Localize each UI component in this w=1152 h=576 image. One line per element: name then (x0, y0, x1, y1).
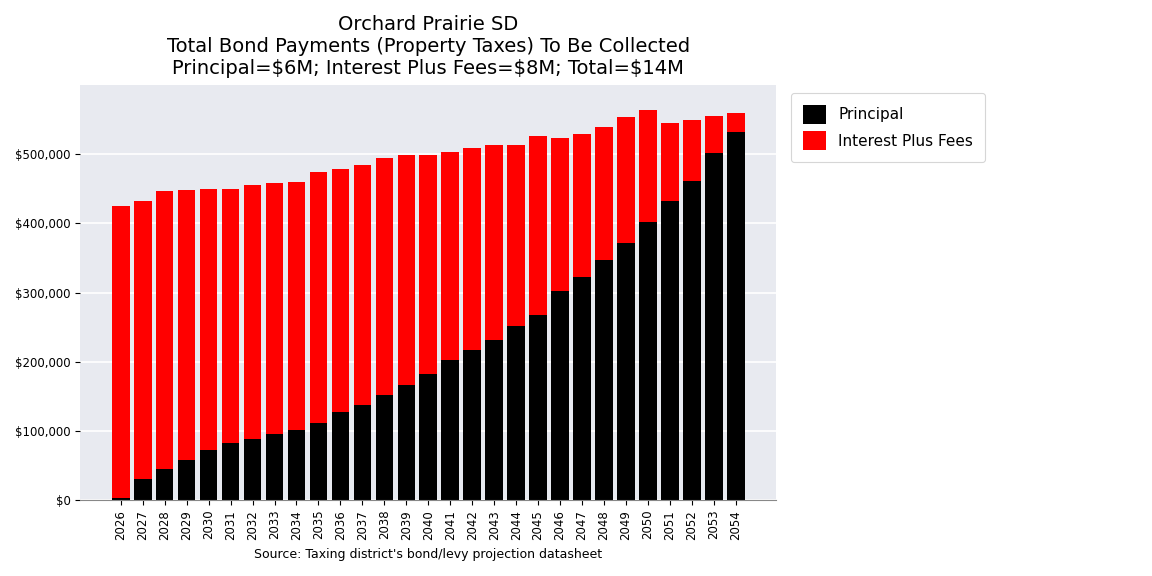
Bar (156, 469, 174, 500)
Bar (529, 314, 547, 500)
Bar (112, 206, 129, 498)
Bar (134, 479, 152, 500)
Bar (244, 185, 262, 439)
Bar (441, 151, 458, 361)
Bar (661, 123, 679, 201)
Bar (266, 434, 283, 500)
Bar (529, 137, 547, 314)
Bar (507, 326, 525, 500)
Bar (222, 189, 240, 444)
Bar (552, 291, 569, 500)
Legend: Principal, Interest Plus Fees: Principal, Interest Plus Fees (790, 93, 985, 162)
Bar (354, 165, 371, 404)
Bar (485, 145, 503, 340)
Bar (596, 127, 613, 260)
Bar (727, 113, 744, 132)
Title: Orchard Prairie SD
Total Bond Payments (Property Taxes) To Be Collected
Principa: Orchard Prairie SD Total Bond Payments (… (167, 15, 690, 78)
Bar (310, 423, 327, 500)
Bar (332, 169, 349, 412)
Bar (507, 145, 525, 326)
Bar (727, 132, 744, 500)
Bar (376, 158, 393, 395)
Bar (705, 116, 722, 153)
Bar (244, 439, 262, 500)
Bar (266, 183, 283, 434)
Bar (156, 191, 174, 469)
Bar (354, 404, 371, 500)
Bar (112, 498, 129, 500)
Bar (683, 120, 700, 180)
Bar (397, 385, 415, 500)
Bar (596, 260, 613, 500)
Bar (397, 155, 415, 385)
Bar (419, 374, 437, 500)
Bar (617, 117, 635, 243)
Bar (705, 153, 722, 500)
Bar (199, 189, 218, 450)
Bar (332, 412, 349, 500)
Bar (177, 190, 196, 460)
Bar (199, 450, 218, 500)
Bar (177, 460, 196, 500)
Bar (639, 222, 657, 500)
Bar (661, 201, 679, 500)
Bar (134, 201, 152, 479)
Bar (441, 361, 458, 500)
X-axis label: Source: Taxing district's bond/levy projection datasheet: Source: Taxing district's bond/levy proj… (255, 548, 602, 561)
Bar (552, 138, 569, 291)
Bar (288, 430, 305, 500)
Bar (485, 340, 503, 500)
Bar (419, 155, 437, 374)
Bar (574, 134, 591, 278)
Bar (639, 110, 657, 222)
Bar (288, 182, 305, 430)
Bar (310, 172, 327, 423)
Bar (463, 350, 482, 500)
Bar (376, 395, 393, 500)
Bar (463, 148, 482, 350)
Bar (574, 278, 591, 500)
Bar (222, 444, 240, 500)
Bar (683, 180, 700, 500)
Bar (617, 243, 635, 500)
